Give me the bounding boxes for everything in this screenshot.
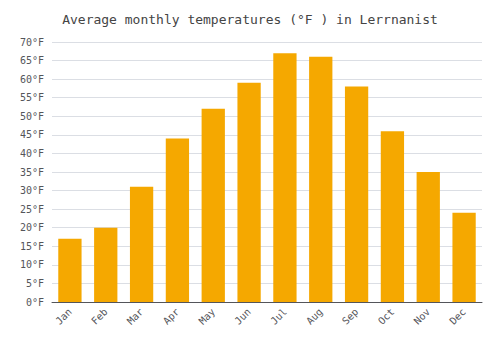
- svg-text:Apr: Apr: [161, 306, 182, 327]
- svg-text:40°F: 40°F: [20, 148, 44, 159]
- svg-text:Jul: Jul: [268, 306, 289, 327]
- svg-text:Nov: Nov: [412, 306, 433, 327]
- svg-text:55°F: 55°F: [20, 92, 44, 103]
- svg-text:25°F: 25°F: [20, 204, 44, 215]
- svg-text:50°F: 50°F: [20, 111, 44, 122]
- svg-text:Feb: Feb: [89, 306, 110, 327]
- svg-text:Dec: Dec: [447, 306, 468, 327]
- svg-text:60°F: 60°F: [20, 74, 44, 85]
- svg-text:Jun: Jun: [232, 306, 253, 327]
- svg-text:Aug: Aug: [304, 306, 325, 327]
- svg-text:30°F: 30°F: [20, 185, 44, 196]
- svg-text:45°F: 45°F: [20, 129, 44, 140]
- svg-text:Mar: Mar: [125, 306, 146, 327]
- svg-text:20°F: 20°F: [20, 222, 44, 233]
- svg-text:May: May: [197, 306, 218, 327]
- svg-text:65°F: 65°F: [20, 55, 44, 66]
- svg-text:Oct: Oct: [376, 306, 397, 327]
- svg-text:5°F: 5°F: [26, 278, 44, 289]
- svg-text:Jan: Jan: [53, 306, 74, 327]
- svg-text:70°F: 70°F: [20, 37, 44, 48]
- svg-text:35°F: 35°F: [20, 167, 44, 178]
- svg-text:15°F: 15°F: [20, 241, 44, 252]
- svg-text:Sep: Sep: [340, 306, 361, 327]
- svg-text:0°F: 0°F: [26, 297, 44, 308]
- svg-text:Average monthly temperatures (: Average monthly temperatures (°F ) in Le…: [62, 12, 438, 27]
- svg-text:10°F: 10°F: [20, 259, 44, 270]
